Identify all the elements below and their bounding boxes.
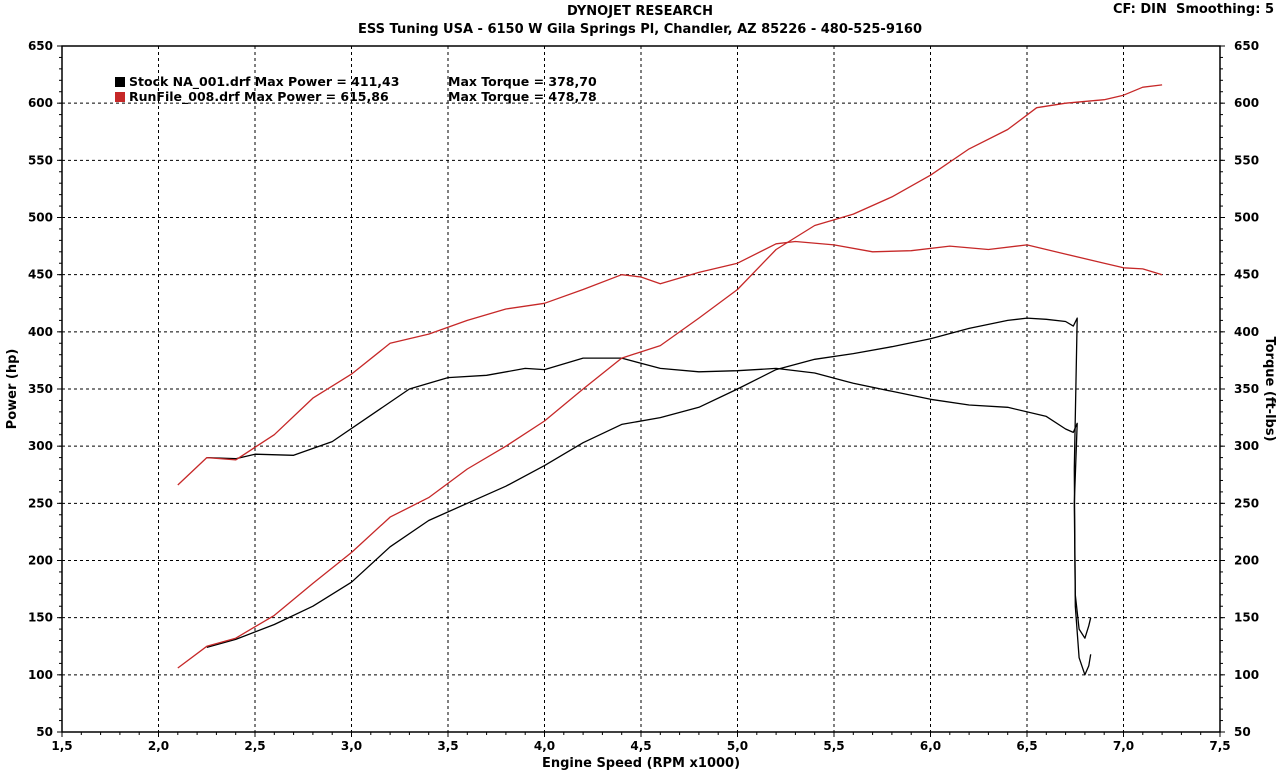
x-tick-label: 4,5 <box>630 739 651 753</box>
y2-tick-label: 650 <box>1234 39 1259 53</box>
y2-tick-label: 400 <box>1234 325 1259 339</box>
series-torque-line <box>177 240 1163 486</box>
series-torque-line <box>206 357 1092 639</box>
y-tick-label: 600 <box>28 96 53 110</box>
y-tick-label: 150 <box>28 611 53 625</box>
x-tick-label: 3,0 <box>341 739 362 753</box>
y-tick-label: 400 <box>28 325 53 339</box>
y2-tick-label: 100 <box>1234 668 1259 682</box>
series-power-line <box>177 84 1163 669</box>
y-axis-label: Power (hp) <box>5 349 20 430</box>
y2-tick-label: 50 <box>1234 725 1251 739</box>
x-tick-label: 2,0 <box>148 739 169 753</box>
legend-torque-label: Max Torque = 478,78 <box>448 89 597 104</box>
x-tick-label: 7,0 <box>1113 739 1134 753</box>
y2-axis-label: Torque (ft-lbs) <box>1262 336 1277 441</box>
y-tick-label: 50 <box>36 725 53 739</box>
smoothing-label: Smoothing: 5 <box>1175 2 1274 17</box>
y-tick-label: 500 <box>28 211 53 225</box>
legend: Stock NA_001.drf Max Power = 411,43 Max T… <box>115 74 597 105</box>
y-tick-label: 350 <box>28 382 53 396</box>
y-tick-label: 200 <box>28 554 53 568</box>
x-tick-label: 5,5 <box>823 739 844 753</box>
y-tick-label: 250 <box>28 496 53 510</box>
x-tick-label: 3,5 <box>437 739 458 753</box>
chart-subtitle: ESS Tuning USA - 6150 W Gila Springs Pl,… <box>357 22 923 37</box>
y2-tick-label: 300 <box>1234 439 1259 453</box>
legend-torque-label: Max Torque = 378,70 <box>448 74 597 89</box>
chart-title: DYNOJET RESEARCH <box>567 4 713 19</box>
series-lines <box>177 84 1163 676</box>
legend-swatch <box>115 92 125 102</box>
x-tick-label: 1,5 <box>51 739 72 753</box>
x-tick-label: 4,0 <box>534 739 555 753</box>
y2-tick-label: 200 <box>1234 554 1259 568</box>
x-tick-label: 6,0 <box>920 739 941 753</box>
y2-tick-label: 250 <box>1234 496 1259 510</box>
y2-tick-label: 450 <box>1234 268 1259 282</box>
axis-labels: Engine Speed (RPM x1000) Power (hp) Torq… <box>5 336 1277 771</box>
x-tick-label: 5,0 <box>727 739 748 753</box>
correction-factor-info: CF: DIN Smoothing: 5 <box>1113 2 1274 17</box>
x-tick-label: 7,5 <box>1209 739 1230 753</box>
y2-tick-label: 350 <box>1234 382 1259 396</box>
cf-label: CF: DIN <box>1112 2 1167 17</box>
x-axis-label: Engine Speed (RPM x1000) <box>542 756 740 771</box>
y-tick-label: 650 <box>28 39 53 53</box>
y-tick-label: 300 <box>28 439 53 453</box>
series-power-line <box>206 317 1092 676</box>
axis-ticks: 1,5 2,0 2,5 3,0 3,5 4,0 4,5 5,0 5,5 6,0 6,5 7,0 7,5 5… <box>28 39 1259 753</box>
legend-label: Stock NA_001.drf Max Power = 411,43 <box>129 74 399 90</box>
x-tick-label: 6,5 <box>1016 739 1037 753</box>
x-tick-label: 2,5 <box>244 739 265 753</box>
y2-tick-label: 500 <box>1234 211 1259 225</box>
y-tick-label: 550 <box>28 153 53 167</box>
legend-swatch <box>115 77 125 87</box>
y-tick-label: 100 <box>28 668 53 682</box>
grid-lines <box>62 46 1220 732</box>
y2-tick-label: 150 <box>1234 611 1259 625</box>
legend-label: RunFile_008.drf Max Power = 615,86 <box>129 89 389 105</box>
y-tick-label: 450 <box>28 268 53 282</box>
y2-tick-label: 550 <box>1234 153 1259 167</box>
y2-tick-label: 600 <box>1234 96 1259 110</box>
